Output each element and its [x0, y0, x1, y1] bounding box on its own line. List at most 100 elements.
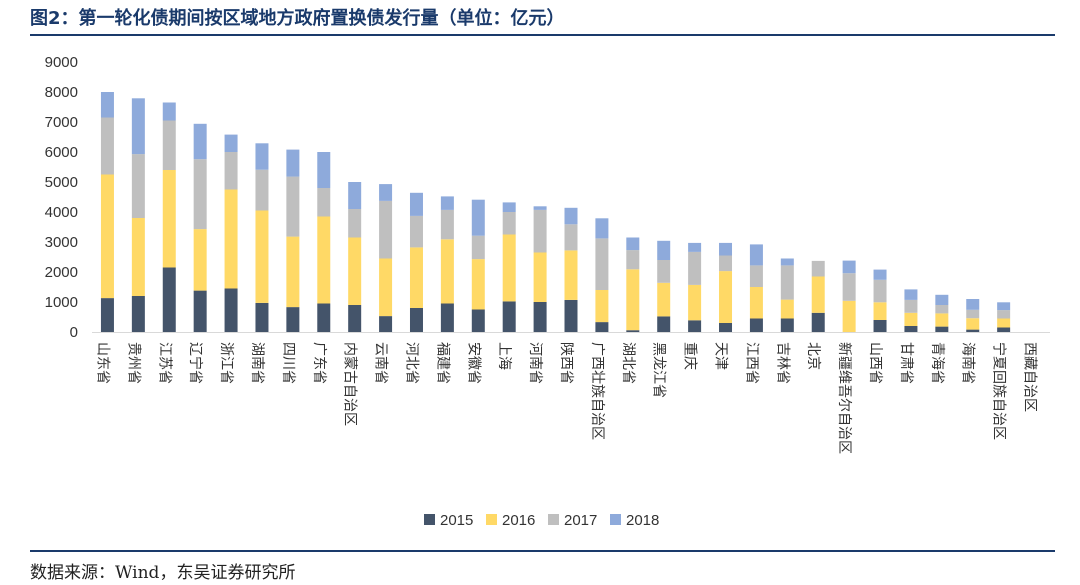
bar-segment-2018: [626, 237, 640, 251]
bar-segment-2017: [193, 159, 207, 230]
bar-segment-2017: [719, 255, 733, 272]
bar-segment-2015: [255, 302, 269, 332]
bar-segment-2016: [997, 318, 1011, 328]
bar-segment-2018: [131, 98, 145, 155]
x-category-label: 贵州省: [125, 342, 141, 384]
x-category-label: 吉林省: [774, 342, 790, 384]
bar-segment-2015: [348, 305, 362, 332]
bar-segment-2018: [873, 269, 887, 280]
y-tick-label: 5000: [45, 174, 78, 191]
x-category-label: 广西壮族自治区: [589, 342, 605, 440]
legend-label-2018: 2018: [626, 512, 659, 529]
bar-segment-2015: [780, 318, 794, 332]
bar-segment-2016: [811, 276, 825, 313]
x-category-label: 西藏自治区: [1022, 342, 1038, 412]
bar-segment-2015: [997, 327, 1011, 332]
bar-segment-2018: [348, 182, 362, 209]
bar-segment-2015: [409, 308, 423, 332]
y-tick-label: 2000: [45, 264, 78, 281]
x-category-label: 海南省: [960, 342, 976, 384]
y-tick-label: 1000: [45, 294, 78, 311]
bar-segment-2017: [842, 273, 856, 301]
bar-segment-2016: [131, 218, 145, 296]
bar-segment-2018: [409, 192, 423, 216]
x-category-label: 山西省: [867, 342, 883, 384]
x-category-label: 安徽省: [465, 342, 481, 384]
bar-segment-2016: [657, 282, 671, 317]
x-category-label: 新疆维吾尔自治区: [836, 342, 852, 454]
bar-segment-2018: [657, 240, 671, 260]
bar-segment-2015: [688, 320, 702, 332]
bar-segment-2016: [935, 313, 949, 327]
x-category-label: 内蒙古自治区: [342, 342, 358, 426]
bar-segment-2017: [626, 250, 640, 270]
y-tick-label: 7000: [45, 114, 78, 131]
x-category-label: 福建省: [434, 342, 450, 384]
bottom-rule: [30, 550, 1055, 552]
bar-segment-2015: [595, 322, 609, 332]
bar-segment-2017: [502, 212, 516, 235]
x-category-label: 广东省: [311, 342, 327, 384]
legend-label-2016: 2016: [502, 512, 535, 529]
x-category-label: 山东省: [94, 342, 110, 384]
bar-segment-2018: [780, 258, 794, 266]
x-category-label: 湖南省: [249, 342, 265, 384]
y-tick-label: 4000: [45, 204, 78, 221]
bar-segment-2015: [749, 318, 763, 332]
bar-segment-2015: [533, 302, 547, 332]
bar-segment-2018: [997, 302, 1011, 311]
bar-segment-2017: [440, 209, 454, 240]
bar-segment-2015: [131, 296, 145, 332]
bar-segment-2017: [100, 117, 114, 175]
x-category-label: 重庆: [682, 342, 698, 370]
bar-segment-2017: [935, 305, 949, 314]
bar-segment-2018: [842, 260, 856, 274]
bar-segment-2018: [286, 149, 300, 177]
y-tick-label: 8000: [45, 84, 78, 101]
bar-segment-2016: [193, 229, 207, 291]
bar-segment-2017: [533, 209, 547, 253]
bar-segment-2016: [533, 252, 547, 302]
bar-segment-2017: [904, 299, 918, 313]
bar-segment-2018: [595, 218, 609, 239]
bar-segment-2018: [440, 196, 454, 210]
bar-segment-2018: [502, 202, 516, 212]
x-category-label: 四川省: [280, 342, 296, 384]
x-category-label: 黑龙江省: [651, 342, 667, 398]
bar-segment-2017: [873, 279, 887, 303]
bar-segment-2018: [564, 207, 578, 225]
bar-segment-2018: [471, 199, 485, 236]
x-category-label: 陕西省: [558, 342, 574, 384]
bar-segment-2016: [688, 284, 702, 321]
bar-segment-2016: [162, 170, 176, 268]
bar-segment-2015: [162, 267, 176, 332]
bar-segment-2017: [224, 152, 238, 190]
bar-segment-2016: [255, 210, 269, 303]
bar-segment-2017: [564, 224, 578, 251]
bar-segment-2016: [224, 189, 238, 289]
legend: 2015 2016 2017 2018: [424, 512, 659, 529]
figure-title: 图2：第一轮化债期间按区域地方政府置换债发行量（单位：亿元）: [30, 8, 565, 29]
y-tick-label: 6000: [45, 144, 78, 161]
bar-segment-2017: [811, 260, 825, 277]
bar-segment-2016: [966, 318, 980, 330]
bar-segment-2018: [749, 244, 763, 266]
bar-segment-2017: [966, 309, 980, 319]
bar-segment-2018: [100, 92, 114, 118]
bar-segment-2015: [286, 307, 300, 332]
bar-segment-2016: [348, 237, 362, 305]
bar-segment-2017: [162, 120, 176, 170]
x-category-label: 辽宁省: [187, 342, 204, 384]
x-axis: 山东省 贵州省 江苏省 辽宁省 浙江省 湖南省 四川省 广东省 内蒙古自治区 云南省 河北省 福建省安…: [92, 332, 1050, 454]
bar-segment-2016: [595, 290, 609, 323]
bar-segment-2015: [626, 330, 640, 332]
bar-segment-2015: [379, 316, 393, 332]
bar-segment-2018: [224, 134, 238, 152]
bar-segment-2015: [966, 329, 980, 332]
bar-segment-2016: [626, 269, 640, 331]
bar-segment-2015: [564, 299, 578, 332]
bar-segment-2015: [193, 290, 207, 332]
y-tick-label: 3000: [45, 234, 78, 251]
bar-segment-2015: [317, 303, 331, 332]
bar-segment-2018: [935, 294, 949, 305]
